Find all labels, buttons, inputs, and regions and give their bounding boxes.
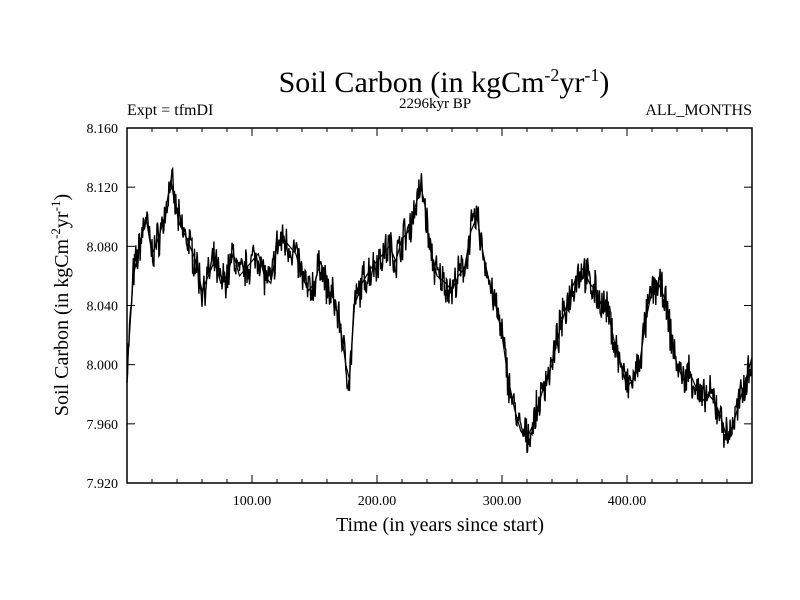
series-variability [126, 166, 753, 453]
period-label: 2296kyr BP [399, 96, 471, 112]
x-tick-label: 300.00 [483, 494, 522, 509]
y-tick-label: 8.040 [87, 300, 119, 315]
y-tick-label: 8.000 [87, 359, 119, 374]
y-tick-label: 8.160 [87, 122, 119, 137]
y-tick-label: 8.120 [87, 181, 119, 196]
series-line [126, 179, 753, 441]
experiment-label: Expt = tfmDI [127, 102, 213, 119]
chart-title: Soil Carbon (in kgCm-2yr-1) [279, 65, 610, 99]
months-label: ALL_MONTHS [645, 102, 752, 119]
y-tick-label: 7.960 [87, 418, 119, 433]
x-tick-label: 200.00 [358, 494, 397, 509]
y-tick-label: 8.080 [87, 240, 119, 255]
x-tick-label: 100.00 [233, 494, 272, 509]
x-axis-label: Time (in years since start) [336, 514, 544, 536]
y-axis-label: Soil Carbon (in kgCm-2yr-1) [48, 194, 73, 416]
x-tick-label: 400.00 [608, 494, 647, 509]
plot-frame [126, 127, 753, 484]
plot-area: 7.920 7.960 8.000 8.040 8.080 8.120 8.160 100.0… [87, 122, 753, 509]
y-tick-label: 7.920 [87, 477, 119, 492]
